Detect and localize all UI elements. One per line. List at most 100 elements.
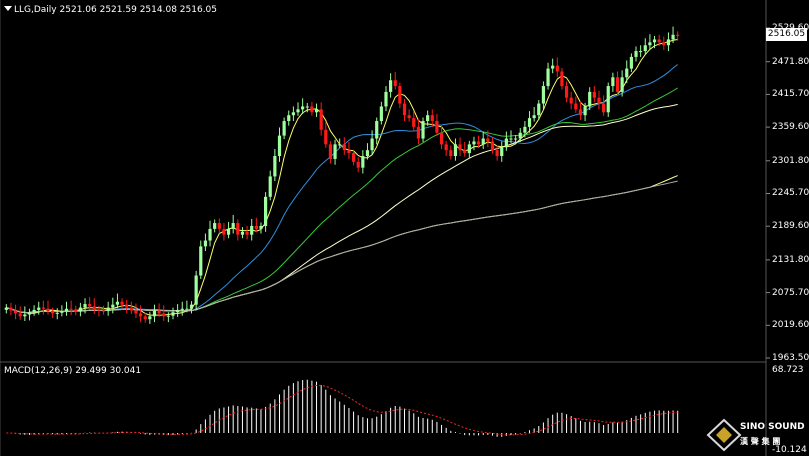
candle-body [541,86,546,104]
candle-body [444,144,448,151]
candle-body [342,144,346,151]
candle-body [250,225,254,235]
candle-body [41,307,45,309]
candle-body [518,132,522,139]
candle-body [523,126,527,133]
candle-body [157,310,161,314]
candle-body [407,115,411,119]
price-tick-label: 1963.50 [772,353,809,363]
candle-body [18,313,22,317]
candle-body [546,68,550,87]
candle-body [268,176,272,197]
candle-body [384,91,388,107]
candle-body [578,109,583,116]
candle-body [23,314,27,317]
candle-body [176,309,180,313]
candle-body [92,306,96,310]
candle-body [393,80,397,87]
high-value: 2521.59 [99,5,137,15]
candle-body [532,115,536,119]
candle-body [282,121,286,136]
candle-body [629,56,633,69]
candle-body [208,228,212,241]
candle-body [115,301,120,305]
candle-body [120,301,124,305]
symbol-header: LLG,Daily 2521.06 2521.59 2514.08 2516.0… [4,5,217,15]
candle-body [564,86,569,98]
candle-body [347,150,351,154]
candle-body [273,156,277,177]
dropdown-triangle-icon[interactable] [4,6,12,11]
candle-body [51,311,55,314]
candle-body [453,144,458,157]
candle-body [185,308,189,310]
candle-body [509,138,513,140]
candle-body [375,121,379,139]
candle-body [458,144,462,151]
candle-body [666,39,671,46]
candle-body [37,307,41,310]
candle-body [657,39,661,43]
candle-body [9,307,13,311]
candle-body [111,304,115,308]
candle-body [648,42,652,46]
candle-body [412,118,416,127]
macd-signal-value: 30.041 [109,366,142,376]
candle-body [129,307,133,311]
ma-long-yellow-line [6,175,678,313]
candle-body [551,65,555,69]
candle-body [504,138,508,148]
logo-sub: 漢 聲 集 團 [740,437,781,446]
candle-body [486,138,490,142]
candle-body [277,135,282,157]
candle-body [180,308,184,310]
candle-body [83,304,87,308]
price-tick-label: 2359.60 [772,122,809,133]
candle-body [500,147,504,157]
ma-fast-line [6,39,678,316]
candle-body [662,42,666,46]
candle-body [481,138,485,145]
candle-body [416,126,420,139]
candle-body [537,103,541,116]
candle-body [370,138,374,151]
candle-body [291,112,295,116]
candle-body [301,106,305,110]
candle-body [676,34,680,36]
candle-body [615,77,620,92]
candle-body [310,106,314,113]
sino-sound-logo [706,418,742,452]
candle-body [379,106,383,122]
candle-body [398,86,402,104]
candle-body [527,118,532,127]
current-price-label: 2516.05 [766,28,807,41]
candle-body [222,228,226,235]
candle-body [245,231,249,235]
candle-body [189,304,194,309]
macd-value: 29.499 [75,366,107,376]
candle-body [328,144,333,159]
candle-body [625,68,629,78]
candle-body [27,312,32,315]
candle-body [101,310,106,312]
candle-body [588,91,592,107]
candle-body [162,313,166,317]
ma-green-line [6,87,678,313]
price-tick-label: 2189.60 [772,221,809,232]
candle-body [171,312,175,316]
candle-body [106,307,110,312]
candle-body [69,308,73,310]
candle-body [597,97,601,104]
candle-body [574,103,578,110]
candle-body [620,77,624,92]
candle-body [324,129,328,145]
candle-body [134,310,138,314]
candle-body [194,275,198,305]
logo-name: SINO SOUND [740,422,805,432]
macd-min-tick: -10.124 [772,445,807,455]
candle-body [361,156,365,168]
candle-body [583,106,587,116]
candle-body [402,103,407,116]
